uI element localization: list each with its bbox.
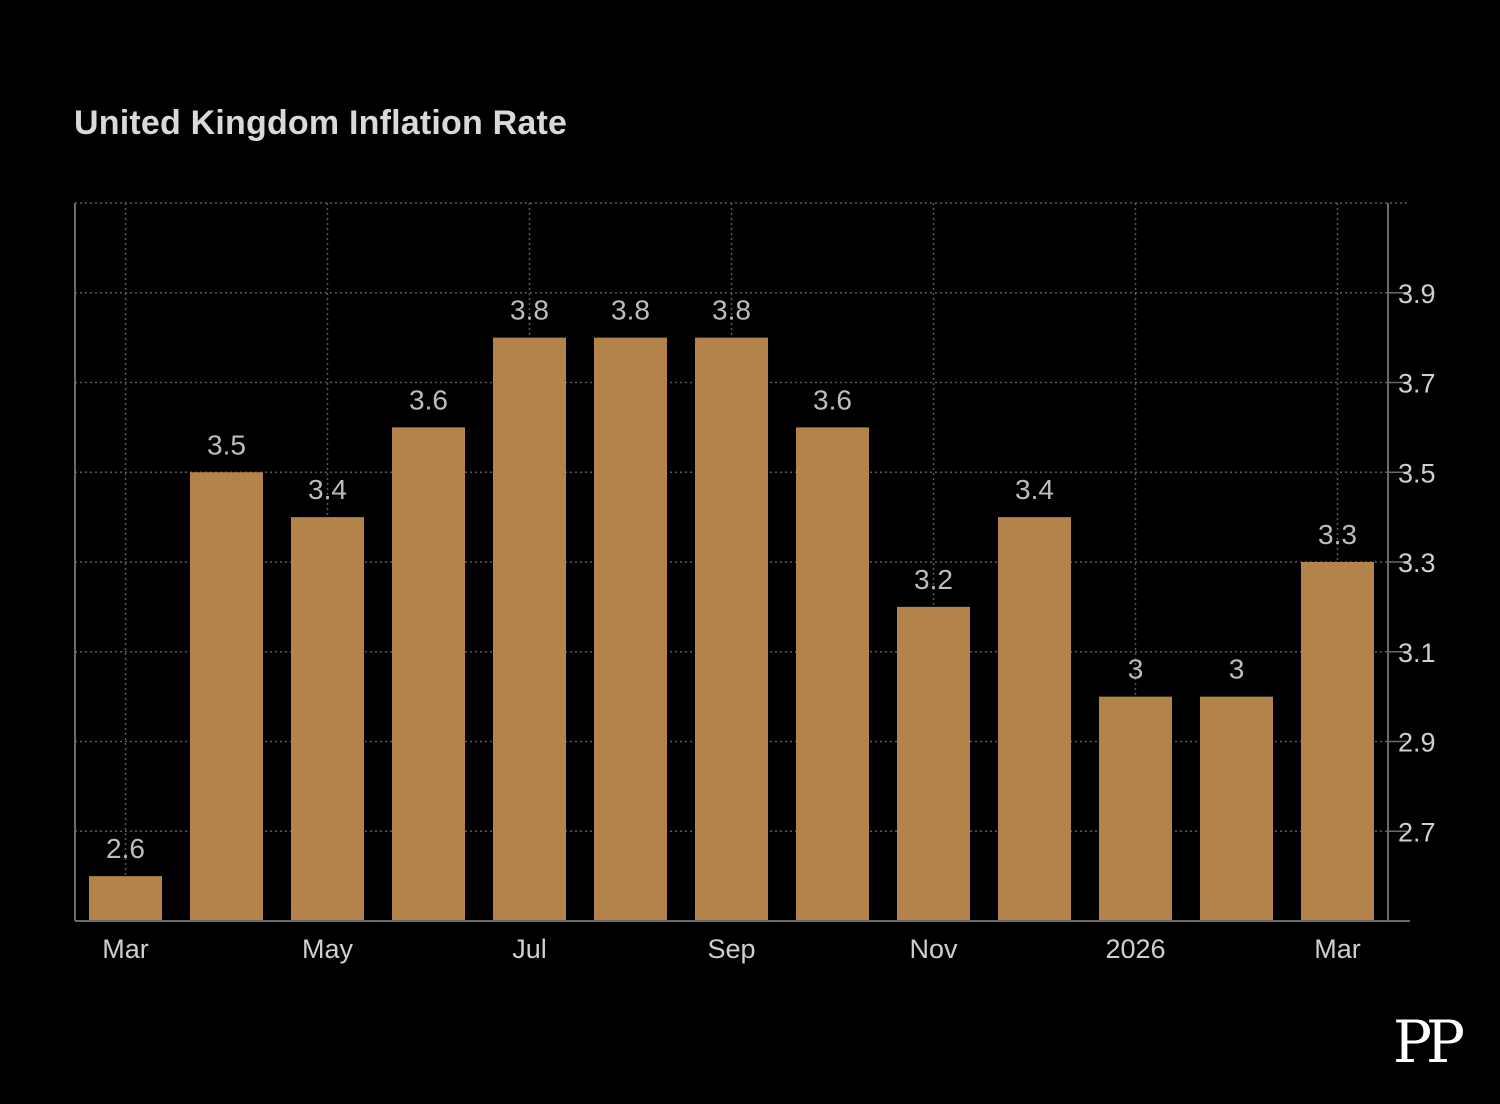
x-tick-label: Jul — [512, 934, 547, 964]
y-tick-label: 3.3 — [1398, 548, 1436, 578]
y-tick-label: 3.7 — [1398, 369, 1436, 399]
x-tick-label: 2026 — [1105, 934, 1165, 964]
y-tick-label: 3.9 — [1398, 279, 1436, 309]
bar-9 — [998, 517, 1071, 921]
bar-value-label: 3 — [1229, 654, 1245, 685]
bar-5 — [594, 337, 667, 921]
x-tick-label: Mar — [102, 934, 149, 964]
bar-10 — [1099, 696, 1172, 921]
bar-value-label: 3.3 — [1318, 519, 1357, 550]
bar-11 — [1200, 696, 1273, 921]
bar-value-label: 3.4 — [308, 474, 347, 505]
bar-value-label: 3.4 — [1015, 474, 1054, 505]
bar-value-label: 3 — [1128, 654, 1144, 685]
bar-value-label: 3.8 — [510, 295, 549, 326]
y-tick-label: 3.5 — [1398, 458, 1436, 488]
x-tick-label: May — [302, 934, 354, 964]
bar-value-label: 2.6 — [106, 833, 145, 864]
bar-7 — [796, 427, 869, 921]
x-tick-label: Sep — [707, 934, 755, 964]
bar-6 — [695, 337, 768, 921]
bar-4 — [493, 337, 566, 921]
bar-value-label: 3.6 — [813, 384, 852, 415]
bar-0 — [89, 876, 162, 921]
y-tick-label: 2.9 — [1398, 728, 1436, 758]
bar-12 — [1301, 562, 1374, 921]
chart-title: United Kingdom Inflation Rate — [74, 104, 568, 142]
bar-8 — [897, 606, 970, 921]
watermark-logo: PP — [1393, 1008, 1465, 1076]
bar-value-label: 3.6 — [409, 384, 448, 415]
bar-1 — [190, 472, 263, 921]
bars — [89, 337, 1374, 921]
axes — [74, 203, 1410, 922]
y-tick-label: 2.7 — [1398, 817, 1436, 847]
y-tick-label: 3.1 — [1398, 638, 1436, 668]
bar-value-label: 3.5 — [207, 429, 246, 460]
labels: 2.7 2.9 3.1 3.3 3.5 3.7 3.9 2.6 3.5 3.4 3.6 3.8 3.8 3… — [102, 279, 1435, 964]
bar-3 — [392, 427, 465, 921]
bar-value-label: 3.8 — [712, 295, 751, 326]
bar-value-label: 3.8 — [611, 295, 650, 326]
bar-2 — [291, 517, 364, 921]
bar-value-label: 3.2 — [914, 564, 953, 595]
x-tick-label: Mar — [1314, 934, 1361, 964]
x-tick-label: Nov — [909, 934, 958, 964]
